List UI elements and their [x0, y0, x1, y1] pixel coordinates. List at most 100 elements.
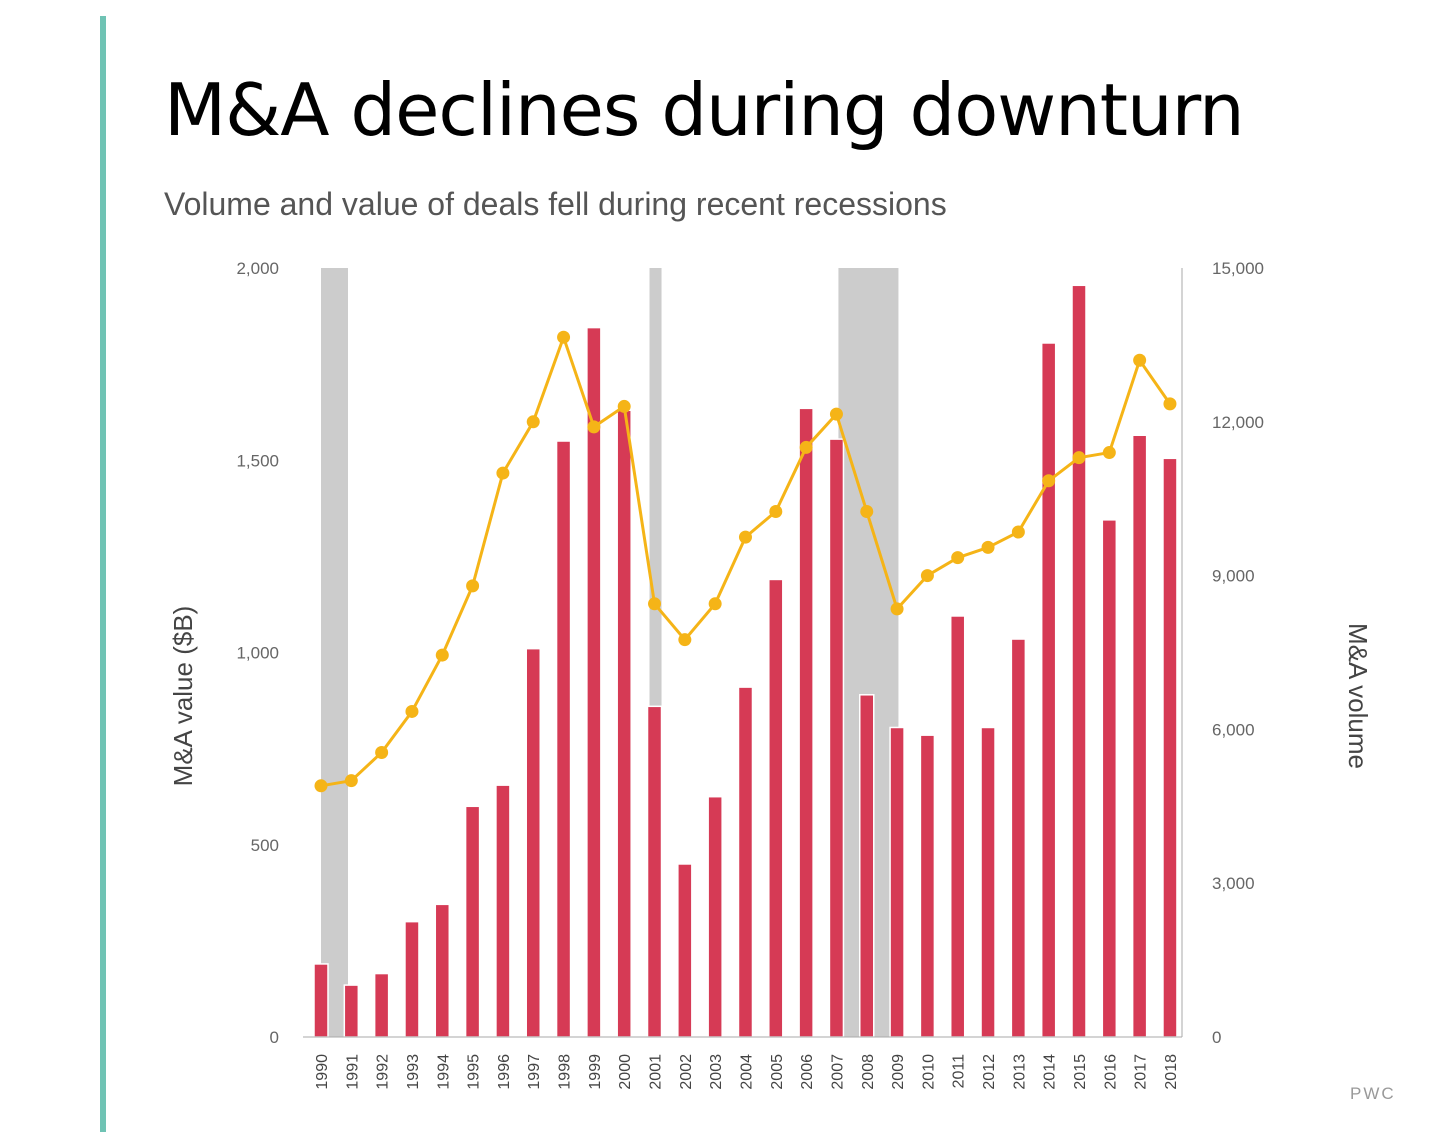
y-right-tick-label: 0	[1212, 1028, 1221, 1047]
bar-2012	[980, 726, 996, 1038]
x-tick-label-2013: 2013	[1011, 1054, 1028, 1090]
volume-point-1997	[526, 415, 540, 429]
volume-point-2001	[648, 597, 662, 611]
x-tick-label-2014: 2014	[1042, 1054, 1059, 1090]
x-tick-label-2010: 2010	[920, 1054, 937, 1090]
volume-point-2017	[1133, 353, 1147, 367]
bar-2000	[616, 409, 632, 1038]
volume-point-1996	[496, 466, 510, 480]
volume-point-2004	[738, 530, 752, 544]
x-tick-label-2004: 2004	[738, 1054, 755, 1090]
volume-point-1993	[405, 704, 419, 718]
volume-point-2013	[1011, 525, 1025, 539]
volume-point-1990	[314, 779, 328, 793]
bar-1996	[495, 784, 511, 1038]
x-tick-label-2012: 2012	[981, 1054, 998, 1090]
x-tick-label-2005: 2005	[769, 1054, 786, 1090]
bar-2008	[859, 694, 875, 1038]
bar-1999	[586, 326, 602, 1038]
x-tick-label-1994: 1994	[435, 1054, 452, 1090]
x-tick-label-1992: 1992	[375, 1054, 392, 1090]
x-tick-label-2018: 2018	[1163, 1054, 1180, 1090]
tick-labels: 0 500 1,000 1,500 2,000 0 3,000 6,000 9,000 12,00…	[236, 259, 1264, 1090]
x-tick-label-2017: 2017	[1133, 1054, 1150, 1090]
x-tick-label-2000: 2000	[617, 1054, 634, 1090]
x-tick-label-2006: 2006	[799, 1054, 816, 1090]
y-right-tick-label: 3,000	[1212, 874, 1255, 893]
volume-point-1992	[375, 745, 389, 759]
x-tick-label-2008: 2008	[860, 1054, 877, 1090]
bar-2015	[1071, 284, 1087, 1038]
bar-2007	[828, 438, 845, 1038]
bar-2009	[889, 726, 905, 1038]
volume-point-2007	[829, 407, 843, 421]
y-left-tick-label: 0	[270, 1028, 279, 1047]
x-tick-label-1995: 1995	[466, 1054, 483, 1090]
y-right-tick-label: 9,000	[1212, 567, 1255, 586]
x-tick-label-2011: 2011	[951, 1054, 968, 1089]
volume-point-2000	[617, 399, 631, 413]
bar-2011	[949, 615, 966, 1038]
volume-point-1994	[435, 648, 449, 662]
bar-2018	[1162, 457, 1178, 1038]
x-tick-label-2001: 2001	[648, 1054, 665, 1090]
bar-1992	[373, 972, 390, 1038]
volume-point-2009	[890, 602, 904, 616]
volume-point-2008	[860, 505, 874, 519]
bar-1998	[555, 440, 572, 1038]
y-left-tick-label: 500	[251, 836, 279, 855]
x-tick-label-2016: 2016	[1102, 1054, 1119, 1090]
bar-2010	[919, 734, 936, 1038]
bar-2001	[646, 705, 663, 1038]
volume-point-2006	[799, 440, 813, 454]
bar-1997	[525, 647, 541, 1038]
y-left-axis-title: M&A value ($B)	[168, 606, 198, 787]
bar-2006	[798, 407, 814, 1038]
bar-2013	[1010, 638, 1027, 1038]
volume-line	[314, 330, 1177, 793]
x-tick-label-1997: 1997	[526, 1054, 543, 1090]
x-tick-label-2007: 2007	[829, 1054, 846, 1090]
page-title: M&A declines during downturn	[164, 68, 1245, 152]
page-subtitle: Volume and value of deals fell during re…	[164, 186, 947, 222]
bar-1993	[404, 920, 420, 1038]
volume-point-1998	[557, 330, 571, 344]
x-tick-label-1996: 1996	[496, 1054, 513, 1090]
y-right-tick-label: 6,000	[1212, 720, 1255, 739]
bar-1994	[434, 903, 451, 1038]
volume-point-1995	[466, 579, 480, 593]
bar-2014	[1040, 342, 1057, 1038]
volume-point-2003	[708, 597, 722, 611]
y-right-tick-label: 12,000	[1212, 413, 1264, 432]
bar-2003	[707, 795, 723, 1038]
x-tick-label-1999: 1999	[587, 1054, 604, 1090]
x-tick-label-1990: 1990	[314, 1054, 331, 1090]
x-tick-label-1991: 1991	[344, 1054, 361, 1090]
y-right-tick-label: 15,000	[1212, 259, 1264, 278]
bar-1995	[464, 805, 481, 1038]
bar-2017	[1131, 434, 1148, 1038]
volume-point-2002	[678, 633, 692, 647]
volume-point-2005	[769, 505, 783, 519]
y-left-tick-label: 2,000	[236, 259, 279, 278]
volume-point-2015	[1072, 451, 1086, 465]
volume-point-2011	[951, 551, 965, 565]
bar-2005	[768, 578, 784, 1038]
volume-point-1991	[344, 774, 358, 788]
volume-point-2016	[1102, 446, 1116, 460]
volume-point-2010	[920, 569, 934, 583]
bar-1990	[313, 963, 329, 1038]
bar-2002	[677, 863, 693, 1038]
x-tick-label-2002: 2002	[678, 1054, 695, 1090]
bar-2016	[1101, 519, 1118, 1038]
recession-band-1990-1991	[321, 268, 348, 1037]
y-left-tick-label: 1,500	[236, 451, 279, 470]
source-label: PWC	[1350, 1084, 1396, 1103]
volume-point-1999	[587, 420, 601, 434]
x-tick-label-2015: 2015	[1072, 1054, 1089, 1090]
volume-point-2012	[981, 540, 995, 554]
volume-point-2014	[1042, 474, 1056, 488]
x-tick-label-2003: 2003	[708, 1054, 725, 1090]
y-left-tick-label: 1,000	[236, 644, 279, 663]
